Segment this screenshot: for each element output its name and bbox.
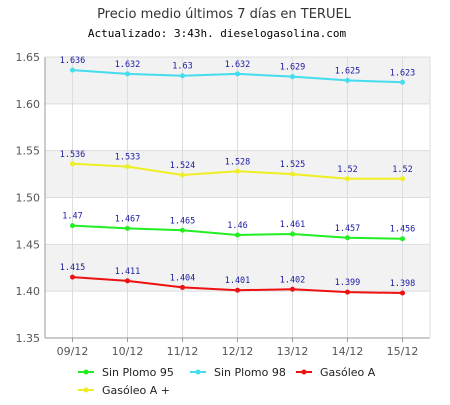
- data-label: 1.402: [280, 275, 306, 285]
- legend-swatch-marker: [301, 369, 307, 375]
- y-tick-label: 1.55: [16, 145, 41, 158]
- data-point: [125, 164, 130, 170]
- data-label: 1.467: [115, 214, 141, 224]
- x-tick-label: 14/12: [332, 345, 364, 358]
- plot-series: [70, 67, 405, 296]
- data-point: [345, 176, 350, 182]
- data-label: 1.636: [60, 56, 86, 66]
- y-tick-label: 1.40: [16, 285, 41, 298]
- data-point: [400, 236, 405, 242]
- data-label: 1.52: [337, 165, 357, 175]
- data-point: [290, 74, 295, 80]
- data-point: [290, 286, 295, 292]
- y-tick-label: 1.60: [16, 98, 41, 111]
- x-tick-label: 11/12: [167, 345, 199, 358]
- data-point: [345, 235, 350, 241]
- data-labels: 1.47 1.467 1.465 1.46 1.461 1.457 1.456 1.636 1.…: [60, 56, 416, 289]
- data-label: 1.524: [170, 161, 196, 171]
- data-label: 1.632: [225, 60, 251, 70]
- legend-swatch-marker: [83, 387, 89, 393]
- data-label: 1.533: [115, 153, 141, 163]
- data-label: 1.404: [170, 273, 196, 283]
- data-label: 1.456: [390, 225, 416, 235]
- data-label: 1.399: [335, 278, 361, 288]
- x-tick-label: 09/12: [57, 345, 89, 358]
- data-point: [180, 73, 185, 79]
- data-label: 1.623: [390, 68, 416, 78]
- chart-subtitle: Actualizado: 3:43h. dieselogasolina.com: [88, 27, 347, 40]
- data-point: [235, 168, 240, 174]
- data-point: [70, 274, 75, 280]
- data-label: 1.401: [225, 276, 251, 286]
- plot-axes: 1.35 1.40 1.45 1.50 1.55 1.60 1.65 09/12 10/12 11…: [16, 51, 431, 358]
- legend-swatch-marker: [195, 369, 201, 375]
- data-label: 1.525: [280, 160, 306, 170]
- data-label: 1.457: [335, 224, 361, 234]
- data-point: [180, 284, 185, 290]
- data-point: [400, 79, 405, 85]
- data-point: [290, 171, 295, 177]
- data-point: [345, 289, 350, 295]
- y-tick-label: 1.35: [16, 332, 41, 345]
- chart-title: Precio medio últimos 7 días en TERUEL: [97, 7, 352, 22]
- data-point: [180, 172, 185, 178]
- data-point: [235, 232, 240, 238]
- data-label: 1.63: [172, 62, 192, 72]
- data-point: [400, 290, 405, 296]
- data-label: 1.625: [335, 66, 361, 76]
- data-point: [70, 67, 75, 73]
- data-point: [125, 71, 130, 77]
- data-point: [235, 71, 240, 77]
- data-point: [180, 227, 185, 233]
- y-tick-label: 1.50: [16, 192, 41, 205]
- legend: Sin Plomo 95 Sin Plomo 98 Gasóleo A Gasóleo…: [78, 366, 376, 397]
- data-label: 1.415: [60, 263, 86, 273]
- y-tick-label: 1.45: [16, 238, 41, 251]
- data-label: 1.398: [390, 279, 416, 289]
- legend-label: Sin Plomo 98: [214, 366, 286, 379]
- legend-label: Gasóleo A: [320, 366, 376, 379]
- data-label: 1.411: [115, 267, 141, 277]
- data-point: [70, 161, 75, 167]
- x-tick-label: 10/12: [112, 345, 144, 358]
- data-label: 1.629: [280, 63, 306, 73]
- data-point: [400, 176, 405, 182]
- data-point: [70, 223, 75, 229]
- data-point: [345, 77, 350, 83]
- data-point: [125, 278, 130, 284]
- x-tick-label: 12/12: [222, 345, 254, 358]
- data-label: 1.528: [225, 157, 251, 167]
- data-label: 1.632: [115, 60, 141, 70]
- x-tick-label: 15/12: [387, 345, 419, 358]
- data-point: [235, 287, 240, 293]
- data-label: 1.465: [170, 216, 196, 226]
- x-tick-label: 13/12: [277, 345, 309, 358]
- data-label: 1.461: [280, 220, 306, 230]
- data-label: 1.47: [62, 212, 82, 222]
- y-tick-label: 1.65: [16, 51, 41, 64]
- data-point: [290, 231, 295, 237]
- legend-swatch-marker: [83, 369, 89, 375]
- data-label: 1.536: [60, 150, 86, 160]
- data-point: [125, 225, 130, 231]
- legend-label: Gasóleo A +: [102, 384, 170, 397]
- data-label: 1.46: [227, 221, 247, 231]
- legend-label: Sin Plomo 95: [102, 366, 174, 379]
- data-label: 1.52: [392, 165, 412, 175]
